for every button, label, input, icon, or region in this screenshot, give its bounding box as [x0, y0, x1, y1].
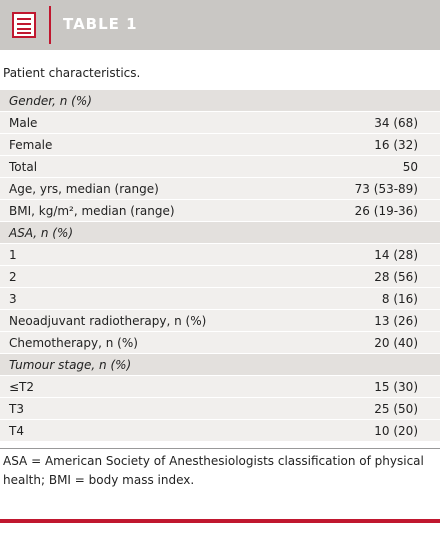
row-label: Gender, n (%) — [9, 93, 92, 108]
row-value: 73 (53-89) — [354, 181, 418, 196]
row-label: ASA, n (%) — [9, 225, 74, 240]
table-row: BMI, kg/m², median (range) 26 (19-36) — [0, 200, 440, 222]
row-value: 8 (16) — [381, 291, 418, 306]
bottom-bar — [0, 519, 440, 523]
row-label: 1 — [9, 247, 17, 262]
row-value: 14 (28) — [374, 247, 418, 262]
row-label: Age, yrs, median (range) — [9, 181, 159, 196]
table-row: Total 50 — [0, 156, 440, 178]
row-label: T4 — [9, 423, 24, 438]
section-row: Tumour stage, n (%) — [0, 354, 440, 376]
row-label: 3 — [9, 291, 17, 306]
row-label: Male — [9, 115, 38, 130]
table-title: TABLE 1 — [63, 15, 138, 33]
table-row: Neoadjuvant radiotherapy, n (%) 13 (26) — [0, 310, 440, 332]
table-row: Chemotherapy, n (%) 20 (40) — [0, 332, 440, 354]
table-row: 2 28 (56) — [0, 266, 440, 288]
row-value: 28 (56) — [374, 269, 418, 284]
table-row: Age, yrs, median (range) 73 (53-89) — [0, 178, 440, 200]
section-row: Gender, n (%) — [0, 90, 440, 112]
row-label: Neoadjuvant radiotherapy, n (%) — [9, 313, 207, 328]
table-row: 3 8 (16) — [0, 288, 440, 310]
table-icon — [12, 12, 36, 38]
table-row: ≤T2 15 (30) — [0, 376, 440, 398]
row-value: 10 (20) — [374, 423, 418, 438]
row-value: 13 (26) — [374, 313, 418, 328]
row-label: BMI, kg/m², median (range) — [9, 203, 175, 218]
header: TABLE 1 — [0, 0, 440, 50]
row-label: Total — [9, 159, 38, 174]
row-value: 25 (50) — [374, 401, 418, 416]
rule — [0, 448, 440, 449]
row-label: Chemotherapy, n (%) — [9, 335, 138, 350]
table-row: T3 25 (50) — [0, 398, 440, 420]
row-label: T3 — [9, 401, 24, 416]
table-row: T4 10 (20) — [0, 420, 440, 442]
row-value: 15 (30) — [374, 379, 418, 394]
row-value: 20 (40) — [374, 335, 418, 350]
row-label: Female — [9, 137, 53, 152]
row-value: 16 (32) — [374, 137, 418, 152]
row-value: 26 (19-36) — [354, 203, 418, 218]
caption: Patient characteristics. — [3, 66, 141, 80]
row-value: 50 — [402, 159, 418, 174]
footnote: ASA = American Society of Anesthesiologi… — [3, 454, 424, 487]
table-row: 1 14 (28) — [0, 244, 440, 266]
section-row: ASA, n (%) — [0, 222, 440, 244]
table: Gender, n (%) Male 34 (68) Female 16 (32) Tot… — [0, 90, 440, 442]
header-bar — [49, 6, 51, 44]
table-row: Female 16 (32) — [0, 134, 440, 156]
table-row: Male 34 (68) — [0, 112, 440, 134]
row-label: Tumour stage, n (%) — [9, 357, 132, 372]
row-value: 34 (68) — [374, 115, 418, 130]
row-label: ≤T2 — [9, 379, 35, 394]
row-label: 2 — [9, 269, 17, 284]
